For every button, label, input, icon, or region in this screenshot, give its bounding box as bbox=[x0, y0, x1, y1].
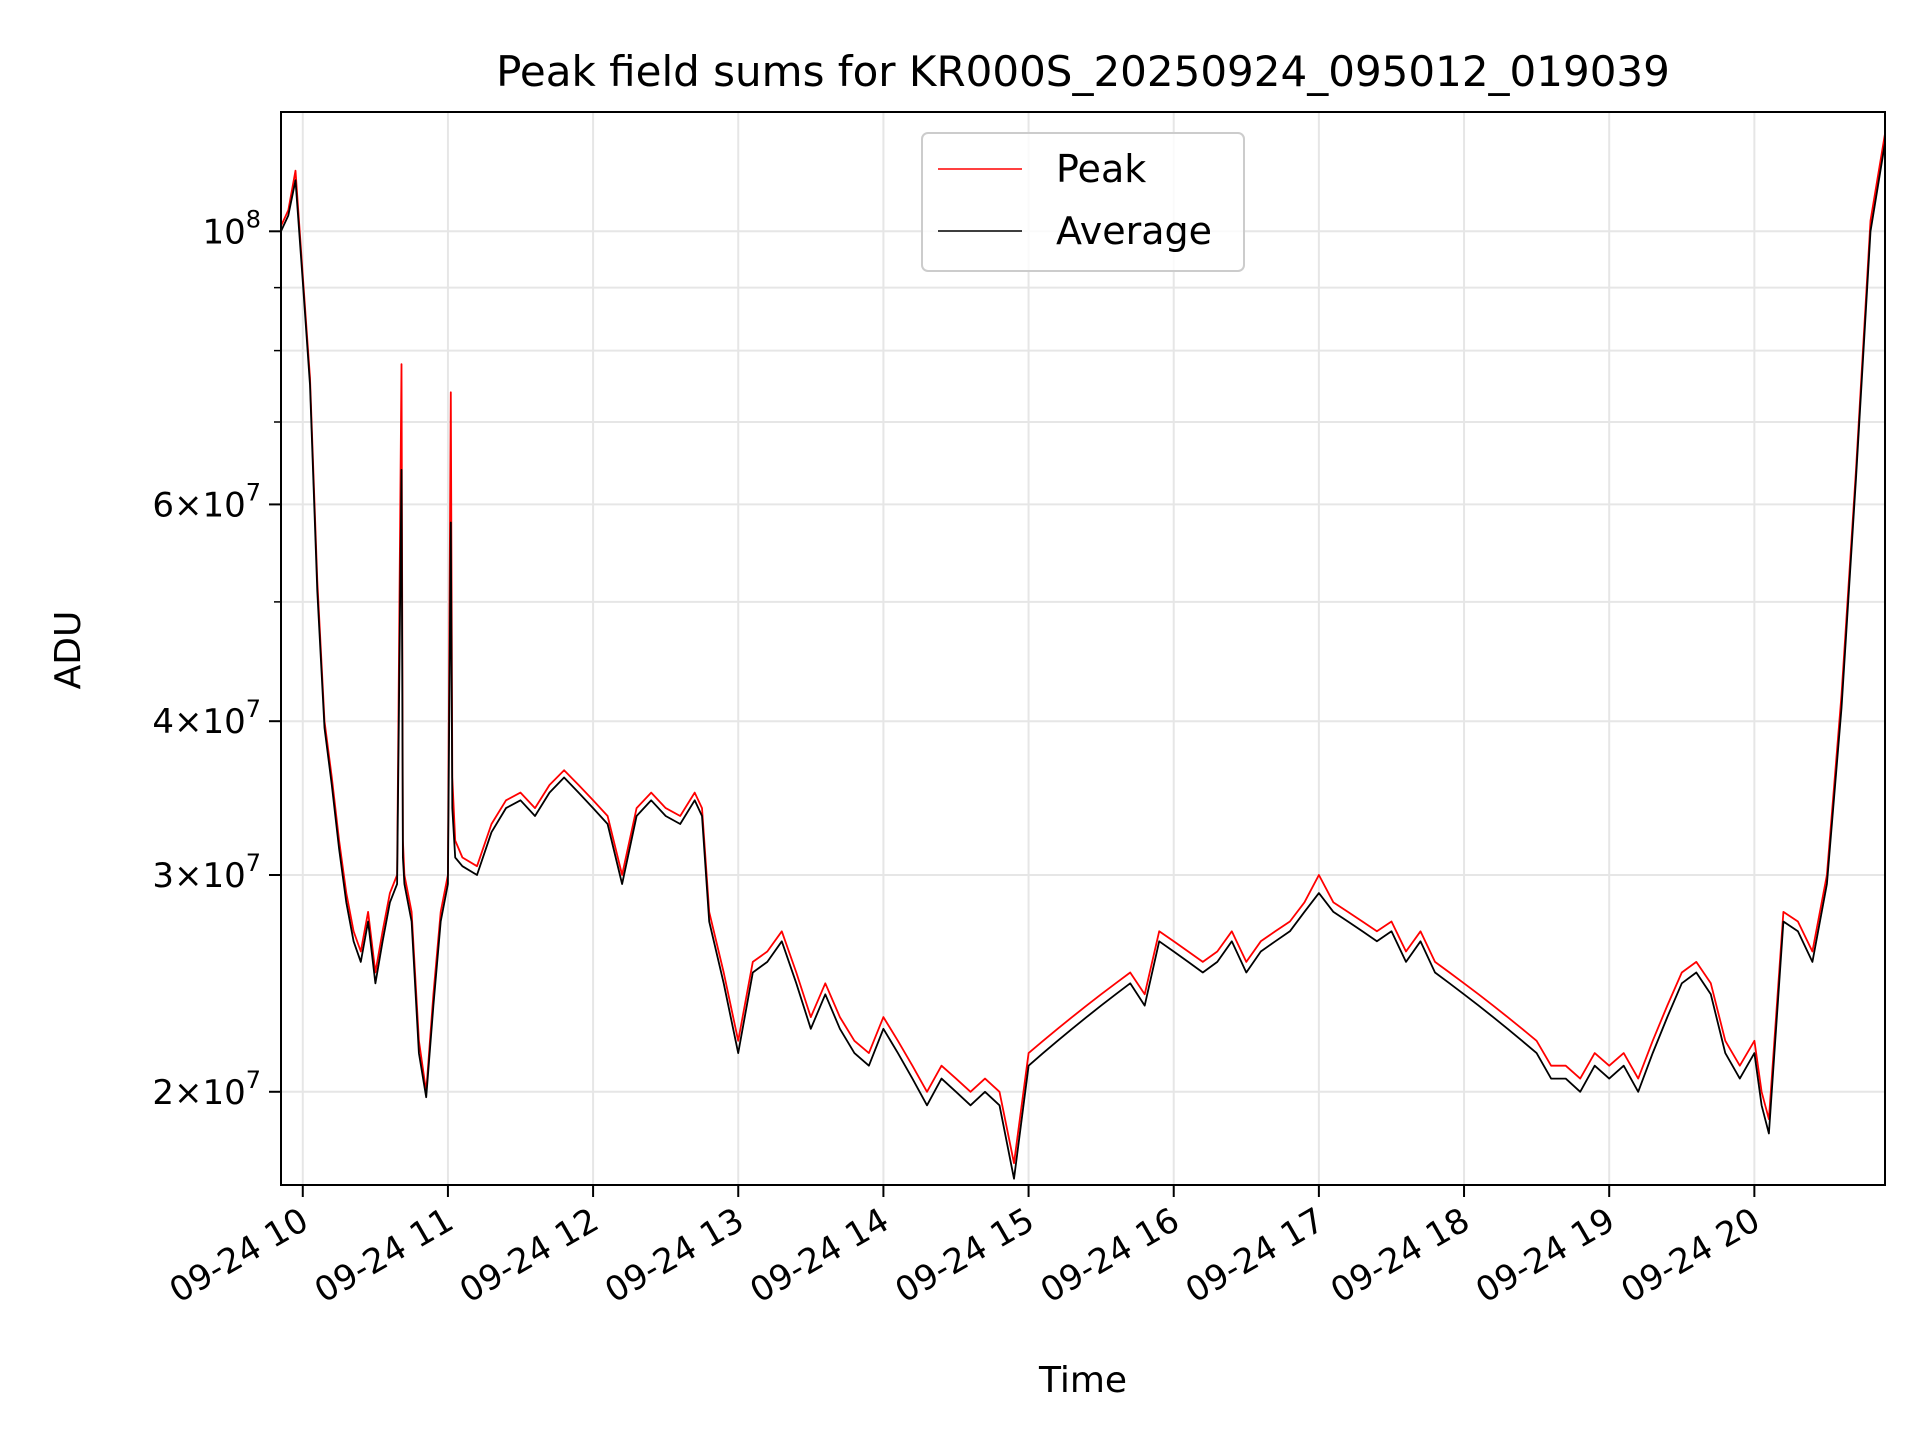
chart-title: Peak field sums for KR000S_20250924_0950… bbox=[496, 47, 1670, 96]
x-axis-label: Time bbox=[1038, 1360, 1127, 1401]
plot-area-frame bbox=[280, 111, 1886, 1186]
series-layer bbox=[281, 133, 1885, 1180]
legend: Peak Average bbox=[921, 132, 1245, 272]
y-tick-label: 6×107 bbox=[152, 478, 261, 525]
legend-average-label: Average bbox=[1056, 209, 1212, 253]
y-tick-label: 2×107 bbox=[152, 1066, 261, 1113]
series-line-peak bbox=[281, 133, 1885, 1165]
y-tick-label: 3×107 bbox=[152, 849, 261, 896]
series-line-average bbox=[281, 142, 1885, 1180]
y-tick-label: 4×107 bbox=[152, 695, 261, 742]
y-axis-label: ADU bbox=[48, 611, 89, 690]
legend-box bbox=[921, 132, 1245, 272]
legend-peak-label: Peak bbox=[1056, 147, 1146, 191]
grid bbox=[281, 112, 1885, 1185]
y-axis: 2×107 3×107 4×107 6×107 108 bbox=[152, 205, 281, 1113]
y-tick-label: 108 bbox=[202, 205, 261, 252]
